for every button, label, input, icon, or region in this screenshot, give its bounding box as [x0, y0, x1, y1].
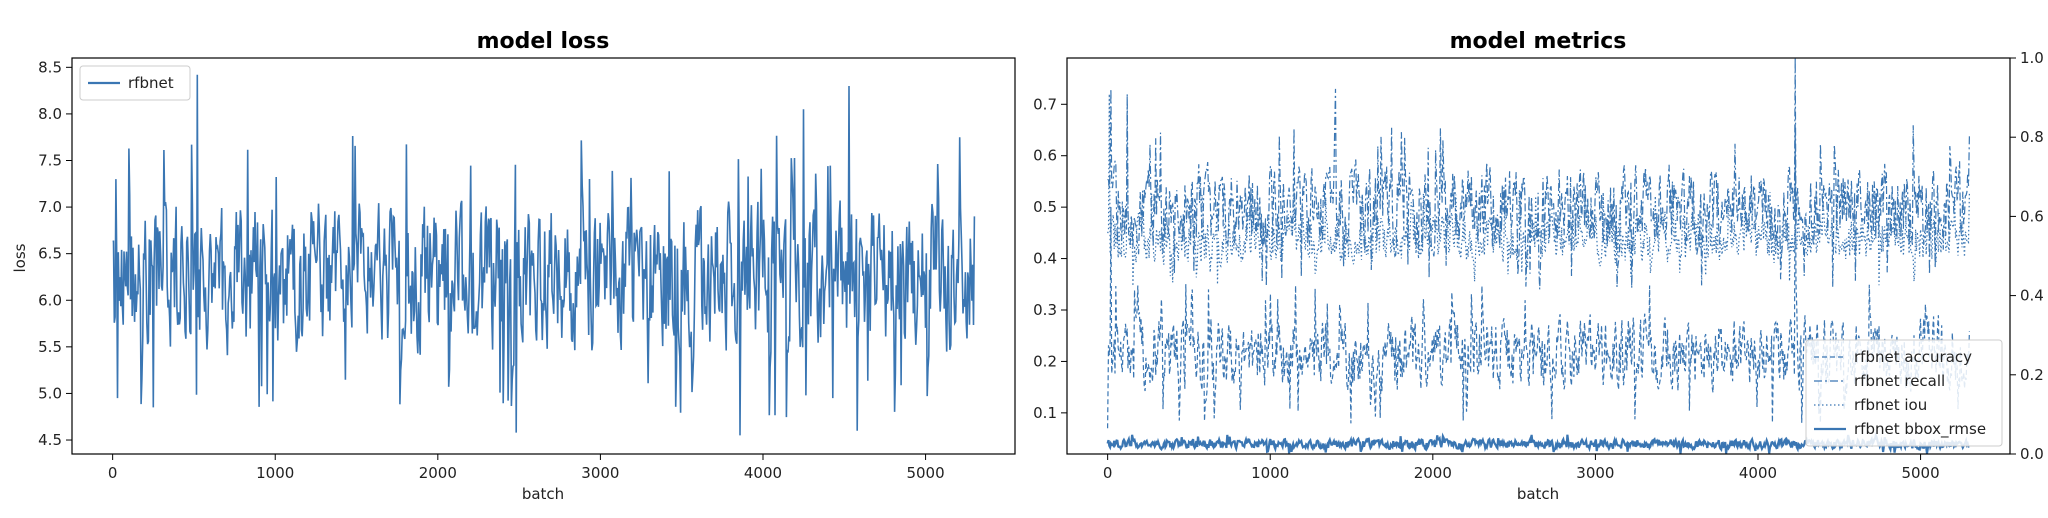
y-tick-label: 0.5	[1033, 198, 1057, 216]
secondary-y-axis-ticks: 0.0 0.2 0.4 0.6 0.8 1.0	[2010, 49, 2044, 463]
metrics-chart: model metrics 0 1000 2000 3000 4000 5000 0.10…	[1033, 29, 2044, 503]
x-axis-label: batch	[1517, 485, 1559, 503]
x-tick-label: 1000	[1251, 464, 1289, 482]
y-tick-label: 8.0	[38, 105, 62, 123]
x-tick-label: 2000	[1414, 464, 1452, 482]
y-tick-label: 4.5	[38, 431, 62, 449]
legend-label: rfbnet recall	[1854, 372, 1945, 390]
legend-label: rfbnet iou	[1854, 396, 1927, 414]
x-tick-label: 3000	[581, 464, 619, 482]
series-line-rfbnet-iou	[1107, 93, 1970, 287]
y-tick-label: 0.4	[1033, 250, 1057, 268]
x-tick-label: 1000	[256, 464, 294, 482]
legend-label: rfbnet accuracy	[1854, 348, 1972, 366]
x-axis-ticks: 0 1000 2000 3000 4000 5000	[1103, 454, 1940, 482]
y-tick-label: 0.1	[1033, 404, 1057, 422]
y-tick-label: 7.0	[38, 198, 62, 216]
legend-label: rfbnet	[128, 74, 174, 92]
y2-tick-label: 1.0	[2020, 49, 2044, 67]
x-axis-ticks: 0 1000 2000 3000 4000 5000	[108, 454, 945, 482]
y-tick-label: 6.0	[38, 291, 62, 309]
x-tick-label: 5000	[1901, 464, 1939, 482]
y2-tick-label: 0.8	[2020, 128, 2044, 146]
x-tick-label: 5000	[906, 464, 944, 482]
x-tick-label: 4000	[744, 464, 782, 482]
x-tick-label: 0	[1103, 464, 1113, 482]
x-tick-label: 2000	[419, 464, 457, 482]
chart-title: model metrics	[1450, 29, 1627, 54]
series-line-rfbnet	[112, 74, 976, 436]
y-tick-label: 5.5	[38, 338, 62, 356]
legend-box	[1805, 339, 2003, 447]
legend-label: rfbnet bbox_rmse	[1854, 420, 1986, 439]
plot-frame	[1066, 57, 2011, 455]
y-tick-label: 0.6	[1033, 147, 1057, 165]
chart-title: model loss	[477, 29, 610, 54]
series-line-rfbnet-recall	[1107, 57, 1970, 290]
y-tick-label: 0.2	[1033, 352, 1057, 370]
y-axis-label: loss	[11, 243, 29, 272]
y-axis-ticks: 4.5 5.0 5.5 6.0 6.5 7.0 7.5 8.0 8.5	[38, 58, 72, 449]
x-tick-label: 3000	[1576, 464, 1614, 482]
y-tick-label: 5.0	[38, 384, 62, 402]
y-axis-ticks: 0.1 0.2 0.3 0.4 0.5 0.6 0.7	[1033, 95, 1067, 422]
loss-series-group	[112, 74, 976, 436]
y-tick-label: 0.3	[1033, 301, 1057, 319]
y2-tick-label: 0.0	[2020, 445, 2044, 463]
x-tick-label: 0	[108, 464, 118, 482]
y-tick-label: 7.5	[38, 151, 62, 169]
loss-chart: model loss 0 1000 2000 3000 4000 5000 4.5 5.0 5…	[11, 29, 1016, 503]
y-tick-label: 0.7	[1033, 95, 1057, 113]
x-axis-label: batch	[522, 485, 564, 503]
legend-box	[79, 65, 191, 101]
y2-tick-label: 0.6	[2020, 207, 2044, 225]
y-tick-label: 6.5	[38, 245, 62, 263]
legend: rfbnet	[79, 65, 191, 101]
plot-frame	[71, 57, 1016, 455]
legend: rfbnet accuracy rfbnet recall rfbnet iou rf…	[1805, 339, 2003, 447]
x-tick-label: 4000	[1739, 464, 1777, 482]
y2-tick-label: 0.2	[2020, 366, 2044, 384]
y-tick-label: 8.5	[38, 58, 62, 76]
y2-tick-label: 0.4	[2020, 287, 2044, 305]
